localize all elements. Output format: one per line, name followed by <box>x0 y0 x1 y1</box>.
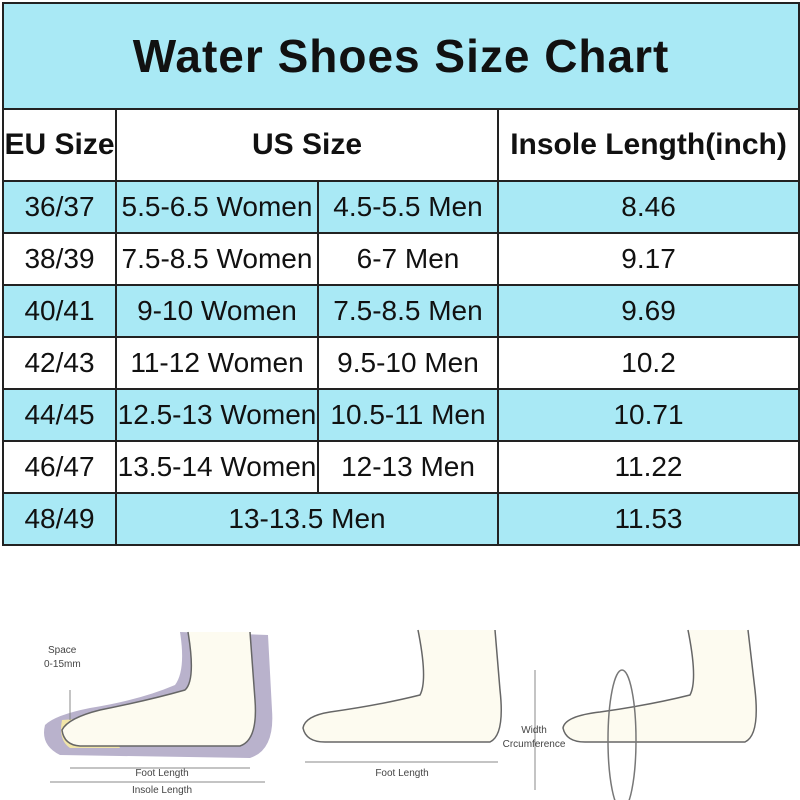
table-row: 48/49 13-13.5 Men 11.53 <box>2 492 800 546</box>
table-row: 44/45 12.5-13 Women 10.5-11 Men 10.71 <box>2 388 800 442</box>
header-cell: Insole Length(inch) <box>496 108 800 182</box>
table-cell: 46/47 <box>2 440 117 494</box>
illustrations: Space 0-15mm Foot Length Insole Length F… <box>44 629 757 800</box>
header-cell: US Size <box>115 108 499 182</box>
table-cell: 13.5-14 Women <box>115 440 319 494</box>
table-cell: 7.5-8.5 Women <box>115 232 319 286</box>
label: Foot Length <box>375 768 428 779</box>
table-row: 40/41 9-10 Women 7.5-8.5 Men 9.69 <box>2 284 800 338</box>
table-cell: 11-12 Women <box>115 336 319 390</box>
table-row: 36/37 5.5-6.5 Women 4.5-5.5 Men 8.46 <box>2 180 800 234</box>
table-cell: 12-13 Men <box>317 440 499 494</box>
table-cell: 5.5-6.5 Women <box>115 180 319 234</box>
header-cell: EU Size <box>2 108 117 182</box>
foot-width <box>534 629 757 800</box>
table-cell: 9.5-10 Men <box>317 336 499 390</box>
table-cell: 6-7 Men <box>317 232 499 286</box>
table-cell: 4.5-5.5 Men <box>317 180 499 234</box>
table-cell: 42/43 <box>2 336 117 390</box>
table-cell: 12.5-13 Women <box>115 388 319 442</box>
foot-insole <box>44 631 273 783</box>
label: Insole Length <box>132 785 192 796</box>
label: Width <box>521 725 547 736</box>
title: Water Shoes Size Chart <box>1 2 800 110</box>
label: Crcumference <box>503 739 566 750</box>
table-row: 38/39 7.5-8.5 Women 6-7 Men 9.17 <box>2 232 800 286</box>
table-cell: 10.2 <box>496 336 800 390</box>
table-cell: 9.69 <box>496 284 800 338</box>
table-cell: 40/41 <box>2 284 117 338</box>
table-cell: 44/45 <box>2 388 117 442</box>
table-cell: 8.46 <box>496 180 800 234</box>
table-row: 42/43 11-12 Women 9.5-10 Men 10.2 <box>2 336 800 390</box>
label: Foot Length <box>135 768 188 779</box>
table-cell: 36/37 <box>2 180 117 234</box>
table-cell: 9.17 <box>496 232 800 286</box>
table-cell: 11.53 <box>496 492 800 546</box>
table-cell: 7.5-8.5 Men <box>317 284 499 338</box>
table-cell: 10.71 <box>496 388 800 442</box>
table-row: 46/47 13.5-14 Women 12-13 Men 11.22 <box>2 440 800 494</box>
table-cell: 13-13.5 Men <box>115 492 499 546</box>
size-table: Water Shoes Size Chart EU Size US Size I… <box>1 2 800 546</box>
table-cell: 11.22 <box>496 440 800 494</box>
table-cell: 38/39 <box>2 232 117 286</box>
label: Space <box>48 645 77 656</box>
table-cell: 10.5-11 Men <box>317 388 499 442</box>
foot-length <box>302 629 502 763</box>
label: 0-15mm <box>44 659 81 670</box>
table-cell: 9-10 Women <box>115 284 319 338</box>
table-cell: 48/49 <box>2 492 117 546</box>
